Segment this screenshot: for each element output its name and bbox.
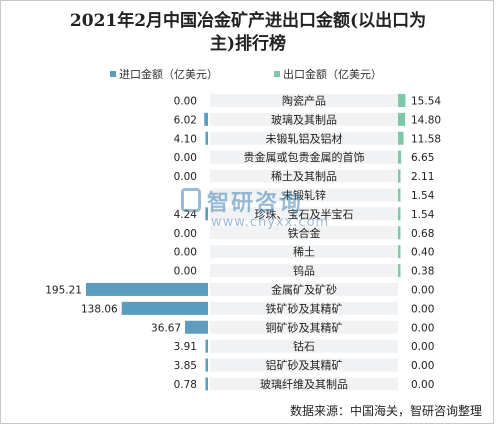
import-value-label: 4.10 <box>174 133 197 145</box>
legend-import-swatch <box>110 71 116 77</box>
export-value-label: 0.00 <box>411 341 434 353</box>
import-value-label: 3.85 <box>174 360 197 372</box>
category-label: 未锻轧铝及铝材 <box>266 131 343 145</box>
export-value-label: 0.00 <box>411 379 434 391</box>
export-value-label: 0.00 <box>411 322 434 334</box>
category-label: 铝矿砂及其精矿 <box>266 358 343 372</box>
category-label: 玻璃及其制品 <box>271 112 337 126</box>
export-value-label: 15.54 <box>411 95 441 107</box>
source-note: 数据来源：中国海关，智研咨询整理 <box>289 404 482 418</box>
category-band <box>210 358 398 372</box>
export-bar <box>398 112 406 126</box>
import-value-label: 0.00 <box>174 171 197 183</box>
export-value-label: 6.65 <box>411 152 434 164</box>
import-value-label: 0.00 <box>174 266 197 278</box>
import-bar <box>205 131 208 145</box>
import-value-label: 3.91 <box>174 341 197 353</box>
import-bar <box>121 301 208 315</box>
export-bar <box>398 93 406 107</box>
export-value-label: 1.54 <box>411 209 435 221</box>
import-value-label: 6.02 <box>174 114 197 126</box>
legend-import-label: 进口金额（亿美元） <box>119 68 218 81</box>
category-label: 铁矿砂及其精矿 <box>266 302 343 315</box>
category-label: 铜矿砂及其精矿 <box>266 320 343 334</box>
import-bar <box>204 112 208 126</box>
category-band <box>210 245 398 259</box>
category-label: 铁合金 <box>288 226 321 240</box>
legend-export-swatch <box>274 71 280 77</box>
import-value-label: 36.67 <box>151 322 181 334</box>
export-value-label: 0.40 <box>411 247 434 259</box>
export-value-label: 0.00 <box>411 284 434 296</box>
category-band <box>210 264 398 278</box>
import-bar <box>205 358 208 372</box>
category-band <box>210 301 398 315</box>
export-bar <box>398 264 401 278</box>
category-label: 珍珠、宝石及半宝石 <box>255 207 354 221</box>
category-label: 陶瓷产品 <box>282 93 326 107</box>
category-band <box>210 112 398 126</box>
category-label: 金属矿及矿砂 <box>271 282 337 296</box>
category-band <box>210 188 398 202</box>
export-value-label: 1.54 <box>411 190 435 202</box>
chart-title-line-2: 主)排行榜 <box>209 34 287 54</box>
import-bar <box>205 377 208 391</box>
category-band <box>210 377 398 391</box>
export-value-label: 0.00 <box>411 303 434 315</box>
category-band <box>210 339 398 353</box>
export-value-label: 0.68 <box>411 228 434 240</box>
import-bar <box>205 207 208 221</box>
export-bar <box>398 188 401 202</box>
category-band <box>210 131 398 145</box>
legend-export-label: 出口金额（亿美元） <box>283 68 382 81</box>
category-label: 贵金属或包贵金属的首饰 <box>244 150 365 164</box>
category-band <box>210 282 398 296</box>
import-value-label: 0.00 <box>174 152 197 164</box>
category-band <box>210 207 398 221</box>
category-band <box>210 150 398 164</box>
import-value-label: 138.06 <box>81 303 118 315</box>
export-bar <box>398 245 401 259</box>
chart-title-line-1: 2021年2月中国冶金矿产进出口金额(以出口为 <box>69 11 427 31</box>
category-label: 未锻轧锌 <box>282 188 326 202</box>
legend-import: 进口金额（亿美元） <box>110 66 218 82</box>
category-band <box>210 226 398 240</box>
export-value-label: 11.58 <box>411 133 441 145</box>
category-label: 稀土 <box>293 246 315 259</box>
export-bar <box>398 207 401 221</box>
category-band <box>210 320 398 334</box>
export-bar <box>398 169 401 183</box>
import-bar <box>205 339 208 353</box>
export-value-label: 0.00 <box>411 360 434 372</box>
legend-export: 出口金额（亿美元） <box>274 66 382 82</box>
export-bar <box>398 131 404 145</box>
export-bar <box>398 226 401 240</box>
category-label: 钴石 <box>293 339 315 353</box>
import-value-label: 4.24 <box>174 209 198 221</box>
export-bar <box>398 150 402 164</box>
export-value-label: 14.80 <box>411 114 441 126</box>
import-bar <box>85 282 208 296</box>
import-value-label: 0.00 <box>174 228 197 240</box>
category-band <box>210 93 398 107</box>
category-band <box>210 169 398 183</box>
import-value-label: 195.21 <box>45 284 82 296</box>
import-value-label: 0.00 <box>174 247 197 259</box>
export-value-label: 2.11 <box>411 171 434 183</box>
import-value-label: 0.78 <box>174 379 197 391</box>
category-label: 钨品 <box>293 265 315 278</box>
import-value-label: 0.00 <box>174 95 197 107</box>
category-label: 稀土及其制品 <box>271 170 337 183</box>
category-label: 玻璃纤维及其制品 <box>260 377 348 391</box>
import-bar <box>185 320 208 334</box>
export-value-label: 0.38 <box>411 266 434 278</box>
